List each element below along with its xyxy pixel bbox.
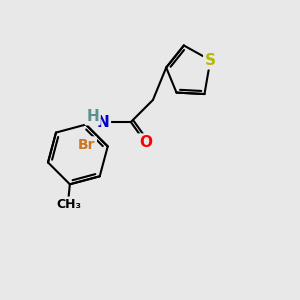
Text: CH₃: CH₃ <box>56 198 81 211</box>
Text: O: O <box>139 135 152 150</box>
Text: S: S <box>205 53 216 68</box>
Text: H: H <box>86 109 99 124</box>
Text: Br: Br <box>78 138 95 152</box>
Text: N: N <box>97 115 109 130</box>
